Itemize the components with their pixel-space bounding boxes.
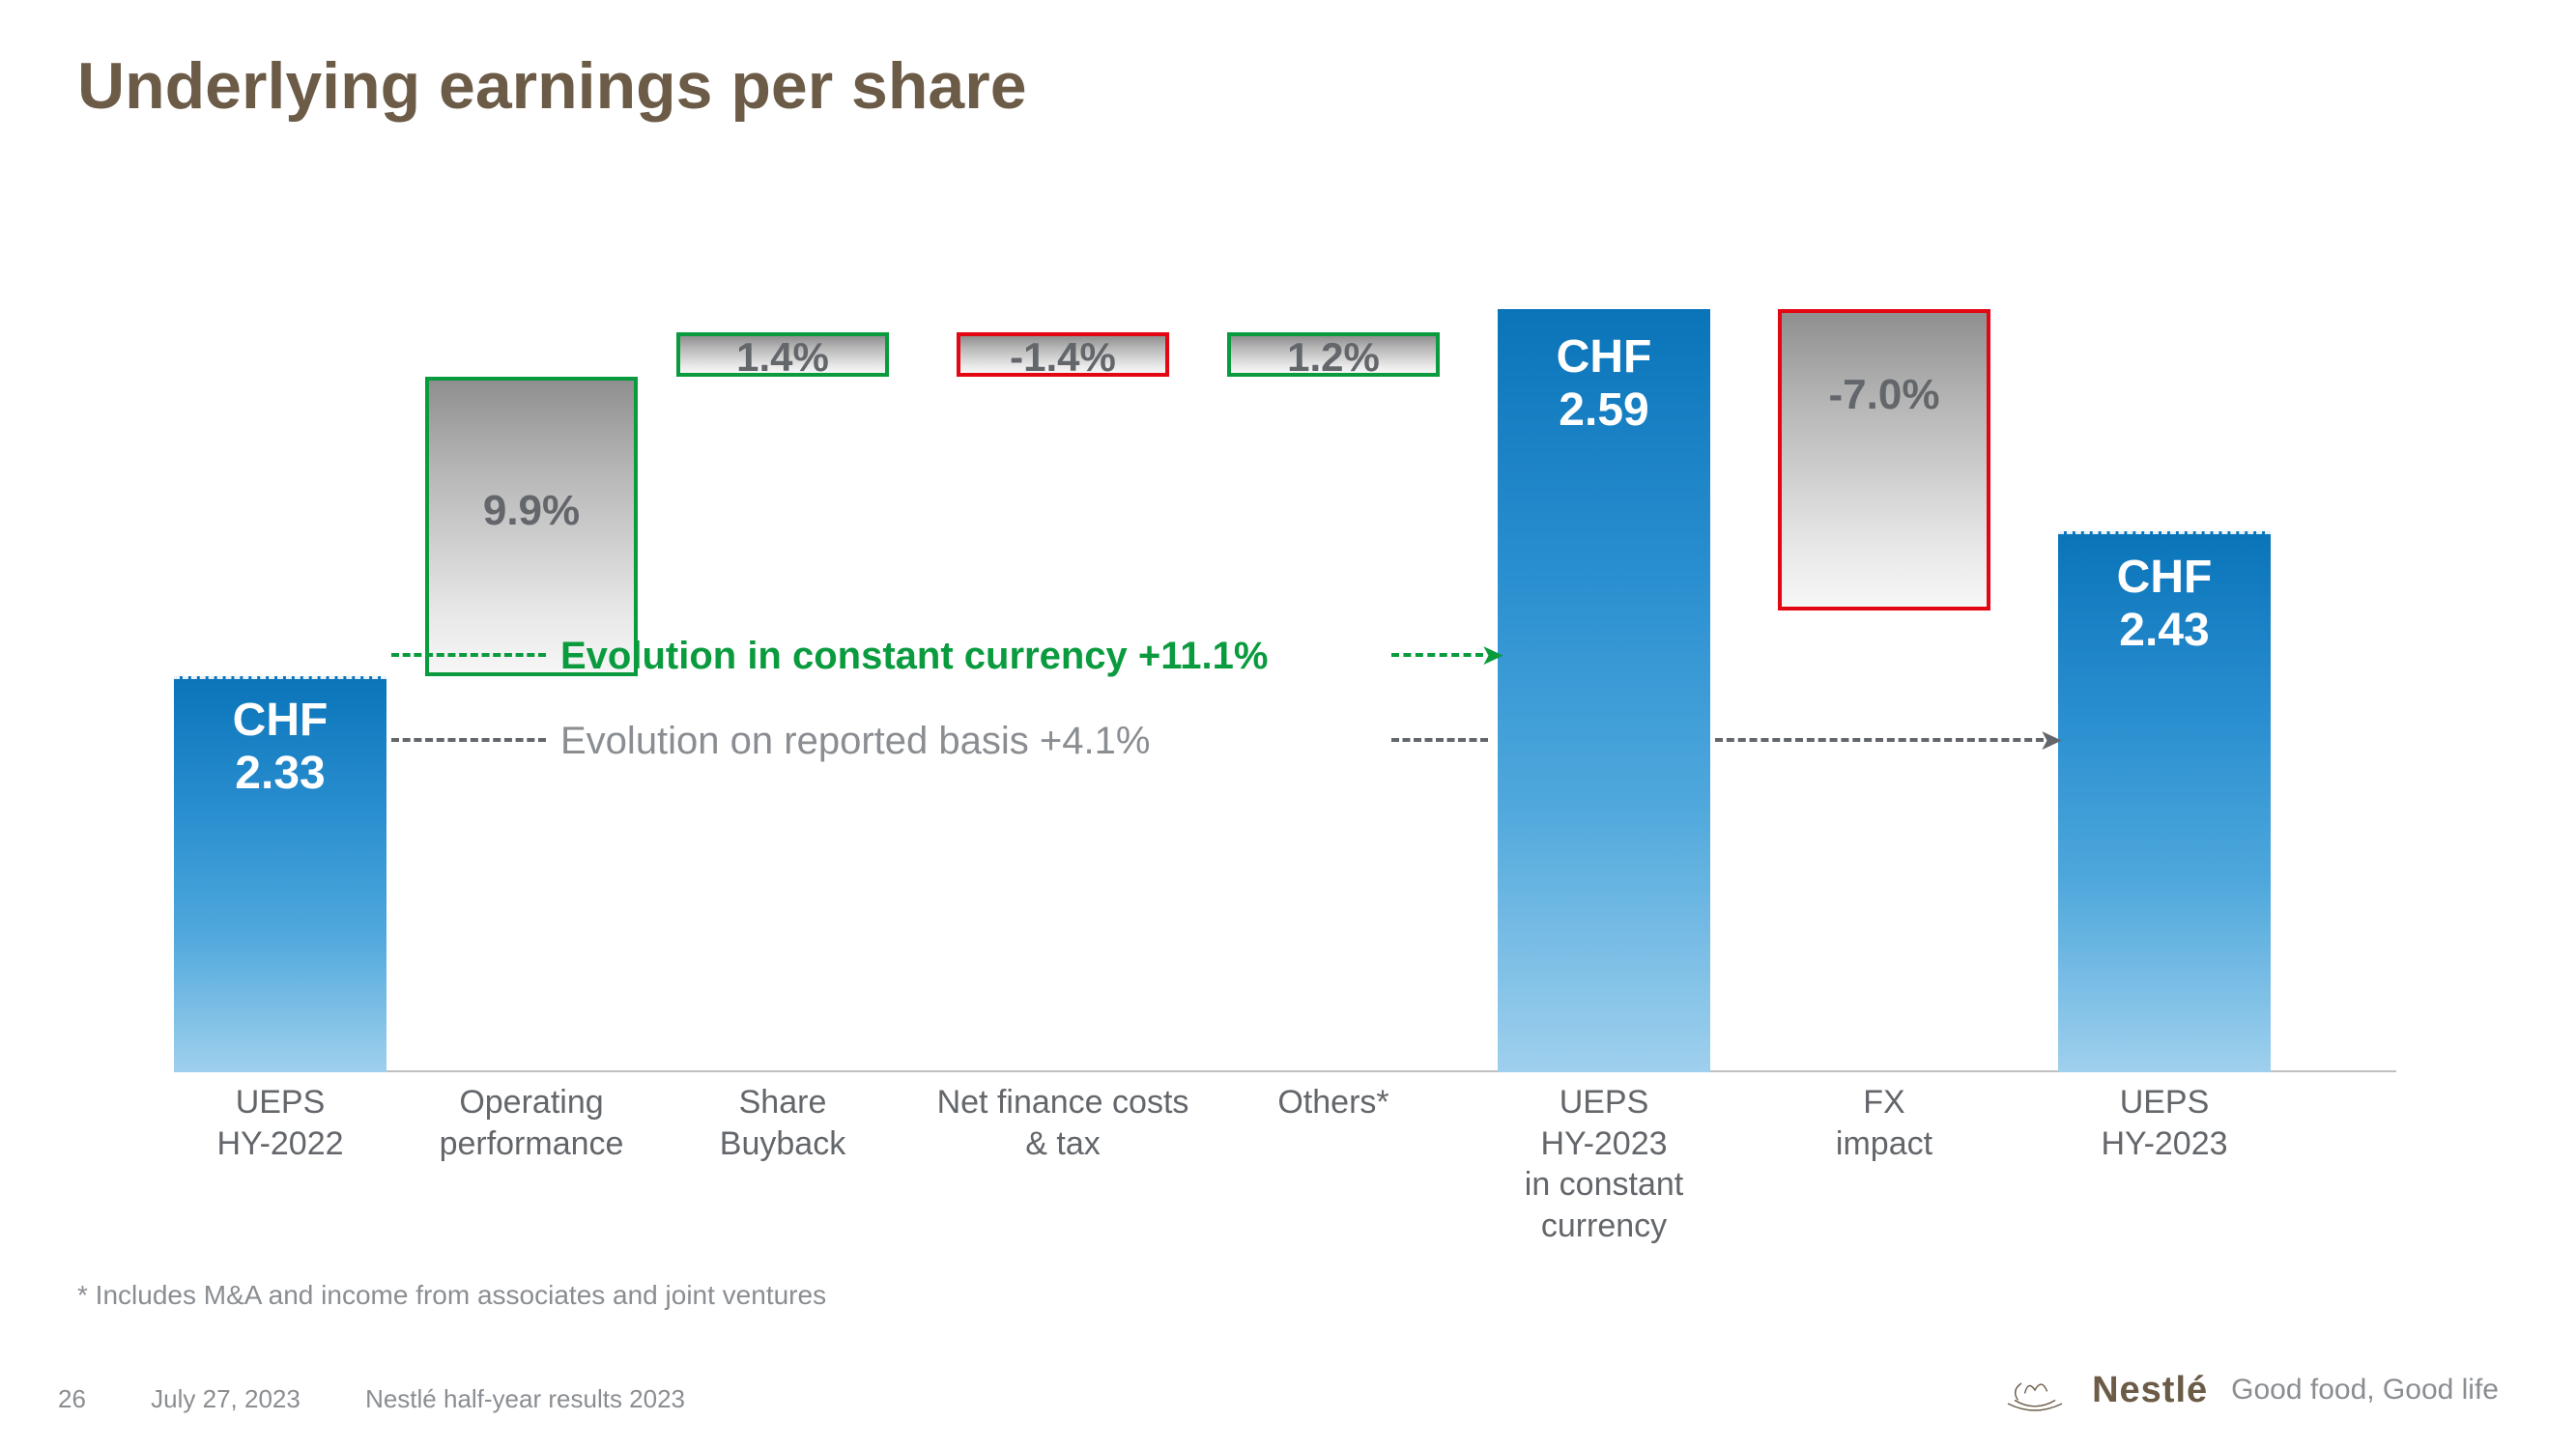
bar-value: CHF 2.33 — [233, 695, 329, 799]
brand-block: Nestlé Good food, Good life — [2001, 1366, 2499, 1414]
bar-value: 1.4% — [680, 334, 885, 381]
waterfall-chart: CHF 2.33 9.9% 1.4% -1.4% 1.2% CHF 2.59 — [174, 328, 2396, 1072]
footer-date: July 27, 2023 — [151, 1384, 301, 1413]
slide: Underlying earnings per share CHF 2.33 9… — [0, 0, 2576, 1449]
bar-net-finance-tax: -1.4% — [957, 332, 1169, 377]
annotation-constant-currency: Evolution in constant currency +11.1% — [560, 635, 1268, 678]
footnote: * Includes M&A and income from associate… — [77, 1280, 826, 1311]
brand-tagline: Good food, Good life — [2231, 1374, 2499, 1406]
annotation-dash-green-left — [391, 653, 546, 657]
bar-value: -1.4% — [960, 334, 1165, 381]
bar-value: -7.0% — [1782, 371, 1987, 419]
bar-ueps-hy2023: CHF 2.43 — [2058, 531, 2271, 1072]
bar-fx-impact: -7.0% — [1778, 309, 1990, 611]
page-number: 26 — [58, 1384, 86, 1413]
bar-others: 1.2% — [1227, 332, 1440, 377]
annotation-dash-grey-right — [1715, 738, 2044, 742]
bar-value: CHF 2.59 — [1557, 331, 1652, 436]
nest-bird-icon — [2001, 1366, 2069, 1414]
arrow-green-icon: ➤ — [1480, 639, 1504, 672]
arrow-grey-icon: ➤ — [2039, 724, 2063, 757]
brand-name: Nestlé — [2092, 1370, 2208, 1411]
annotation-dash-green-right — [1391, 653, 1483, 657]
baseline-dash — [174, 676, 386, 679]
bar-ueps-constant-currency: CHF 2.59 — [1498, 309, 1710, 1072]
footer-doc: Nestlé half-year results 2023 — [365, 1384, 685, 1413]
bar-operating-performance: 9.9% — [425, 377, 638, 676]
xlabel-ueps-hy2022: UEPSHY-2022 — [155, 1082, 406, 1164]
xlabel-others: Others* — [1217, 1082, 1449, 1123]
footer: 26 July 27, 2023 Nestlé half-year result… — [58, 1384, 743, 1414]
slide-title: Underlying earnings per share — [77, 48, 1027, 124]
xlabel-buyback: ShareBuyback — [657, 1082, 908, 1164]
annotation-dash-grey-mid — [1391, 738, 1488, 742]
xlabel-ueps-cc: UEPSHY-2023in constantcurrency — [1478, 1082, 1730, 1246]
xlabel-ueps-hy2023: UEPSHY-2023 — [2039, 1082, 2290, 1164]
bar-share-buyback: 1.4% — [676, 332, 889, 377]
annotation-dash-grey-left — [391, 738, 546, 742]
xlabel-fx: FXimpact — [1759, 1082, 2010, 1164]
xlabel-netfinance: Net finance costs& tax — [918, 1082, 1208, 1164]
bar-value: CHF 2.43 — [2117, 552, 2213, 656]
bar-value: 1.2% — [1231, 334, 1436, 381]
bar-ueps-hy2022: CHF 2.33 — [174, 676, 386, 1072]
annotation-reported-basis: Evolution on reported basis +4.1% — [560, 720, 1150, 763]
bar-value: 9.9% — [429, 487, 634, 535]
xlabel-operating: Operatingperformance — [406, 1082, 657, 1164]
baseline-dash — [2058, 531, 2271, 534]
